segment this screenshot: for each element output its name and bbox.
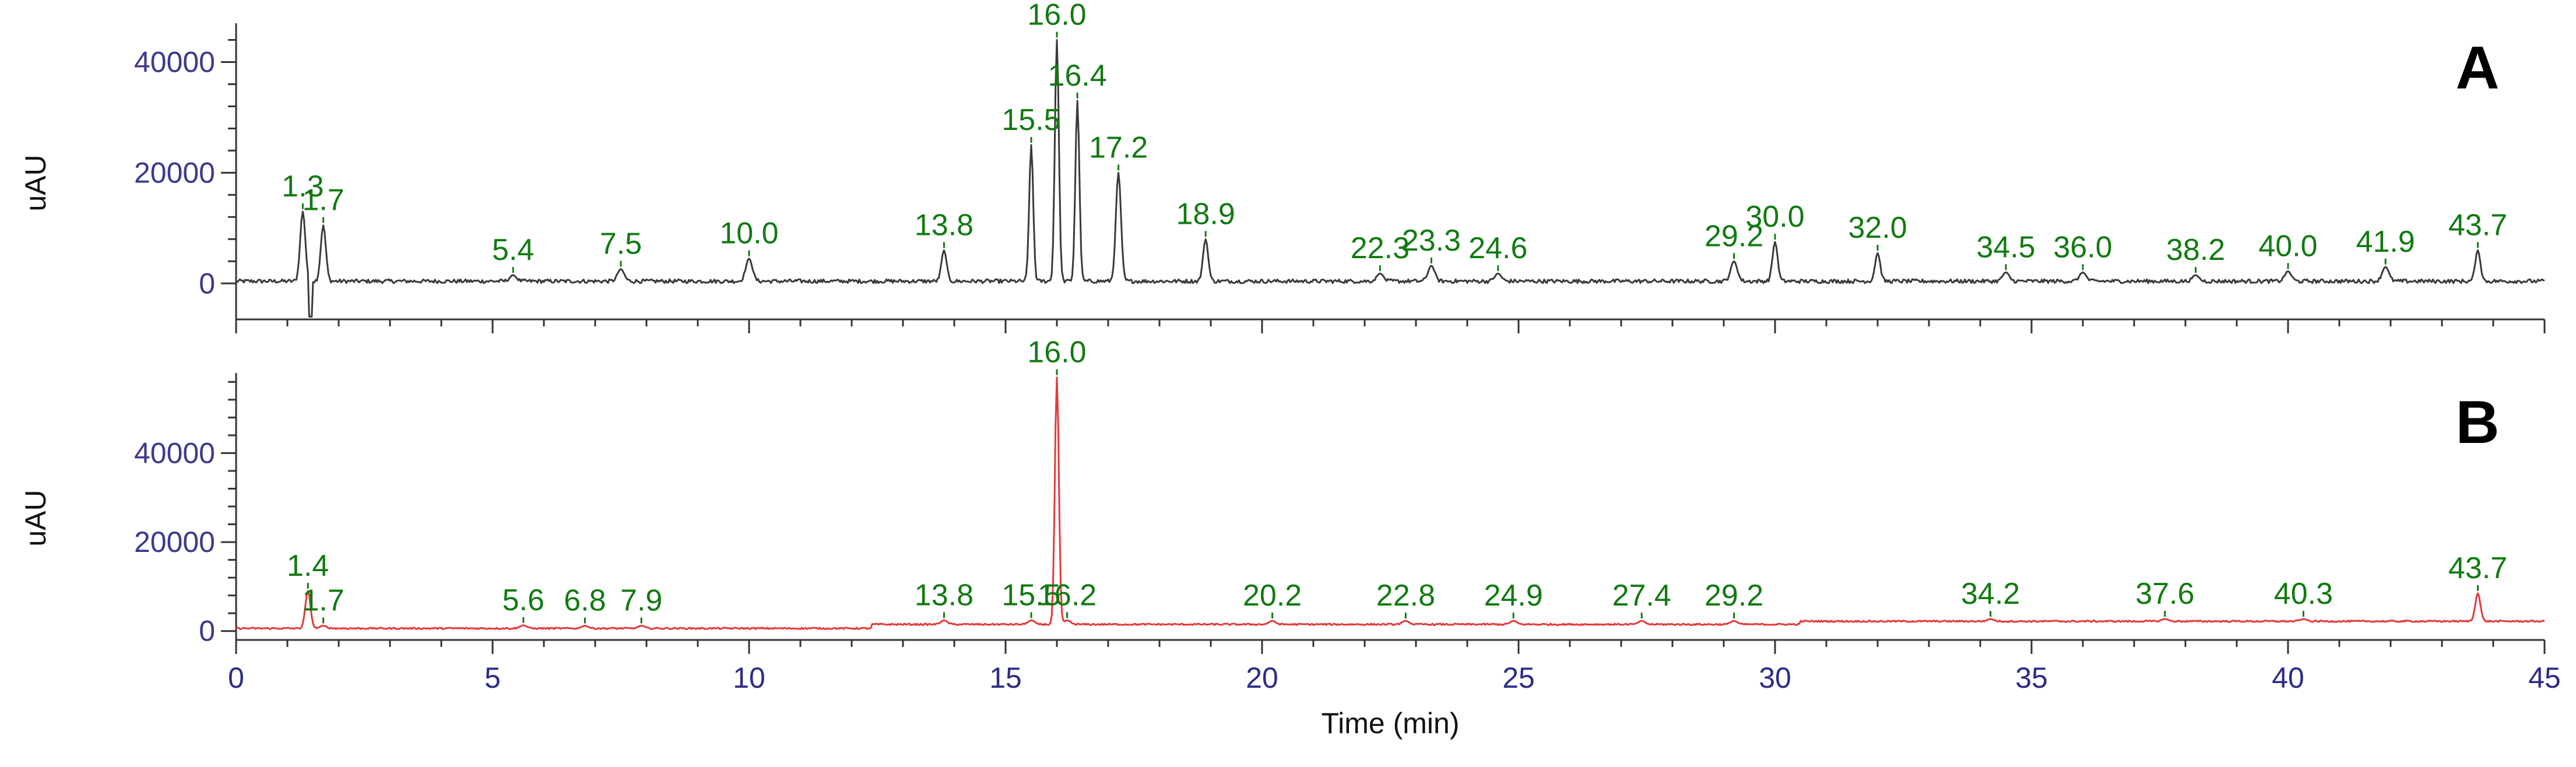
peak-label: 10.0 <box>719 217 778 251</box>
y-tick-label: 0 <box>199 267 215 300</box>
trace-line <box>235 39 2545 318</box>
peak-label: 17.2 <box>1089 131 1148 164</box>
peak-label: 41.9 <box>2356 225 2415 259</box>
peak-label: 34.5 <box>1976 230 2035 264</box>
peak-label: 1.7 <box>302 184 344 217</box>
y-axis-label: uAU <box>19 154 52 211</box>
peak-label: 5.4 <box>492 233 534 267</box>
peak-label: 16.4 <box>1048 59 1107 93</box>
peak-label: 16.0 <box>1027 0 1086 31</box>
peak-label: 29.2 <box>1705 579 1763 613</box>
peak-label: 13.8 <box>915 578 974 612</box>
peak-label: 16.0 <box>1027 336 1086 370</box>
peak-label: 43.7 <box>2448 551 2507 585</box>
y-tick-label: 20000 <box>134 156 215 189</box>
x-axis-label: Time (min) <box>1321 707 1459 740</box>
y-tick-label: 40000 <box>134 45 215 78</box>
peak-label: 27.4 <box>1612 579 1671 613</box>
panel-a: 0 20000 40000 uAU A 1.31.7 5.4 7.5 10.0 13.8 15.5 1… <box>19 0 2546 333</box>
x-tick-label: 25 <box>1502 662 1535 694</box>
peak-label: 16.2 <box>1038 578 1097 612</box>
x-tick-label: 0 <box>228 662 244 694</box>
x-tick-label: 30 <box>1759 662 1791 694</box>
trace-line <box>236 377 2545 630</box>
x-tick-label: 20 <box>1246 662 1278 694</box>
peak-label: 22.8 <box>1376 579 1435 613</box>
peak-label: 24.6 <box>1468 231 1527 265</box>
peak-label: 40.0 <box>2258 229 2317 263</box>
x-tick-label: 5 <box>484 662 501 694</box>
peak-label: 29.2 <box>1705 219 1763 253</box>
peak-label: 1.7 <box>302 584 344 618</box>
x-tick-label: 35 <box>2015 662 2048 694</box>
peak-label: 22.3 <box>1351 231 1410 265</box>
peak-label: 30.0 <box>1745 200 1804 234</box>
peak-label: 43.7 <box>2448 208 2507 242</box>
x-tick-label: 15 <box>989 662 1022 694</box>
peak-label: 37.6 <box>2135 577 2194 611</box>
x-tick-label: 40 <box>2272 662 2304 694</box>
peak-label: 7.9 <box>620 584 662 618</box>
panel-b: 0 20000 40000 uAU 0 5 10 15 20 25 30 35 40 45 Time (mi… <box>19 336 2561 740</box>
peak-label: 13.8 <box>915 208 974 242</box>
y-tick-label: 40000 <box>134 437 215 469</box>
y-axis-label: uAU <box>19 490 52 546</box>
peak-label: 36.0 <box>2053 230 2112 264</box>
peak-label: 40.3 <box>2274 577 2333 611</box>
peak-label: 6.8 <box>564 584 606 618</box>
peak-label: 7.5 <box>600 227 642 261</box>
peak-label: 34.2 <box>1961 577 2020 611</box>
peak-label: 20.2 <box>1243 579 1302 613</box>
peak-label: 1.3 <box>282 170 324 203</box>
panel-letter: A <box>2455 34 2499 102</box>
peak-label: 23.3 <box>1402 224 1461 258</box>
y-tick-label: 0 <box>199 615 215 648</box>
peak-label: 15.5 <box>1001 578 1060 612</box>
peak-label: 24.9 <box>1484 579 1543 613</box>
peak-label: 18.9 <box>1176 197 1235 231</box>
peak-label: 5.6 <box>502 583 544 617</box>
x-tick-label: 10 <box>733 662 765 694</box>
peak-label: 1.4 <box>287 549 329 583</box>
y-tick-label: 20000 <box>134 526 215 558</box>
peak-label: 15.5 <box>1001 103 1060 137</box>
panel-letter: B <box>2455 389 2499 456</box>
peak-label: 32.0 <box>1848 211 1907 245</box>
peak-label: 38.2 <box>2166 233 2225 267</box>
x-tick-label: 45 <box>2528 662 2561 694</box>
